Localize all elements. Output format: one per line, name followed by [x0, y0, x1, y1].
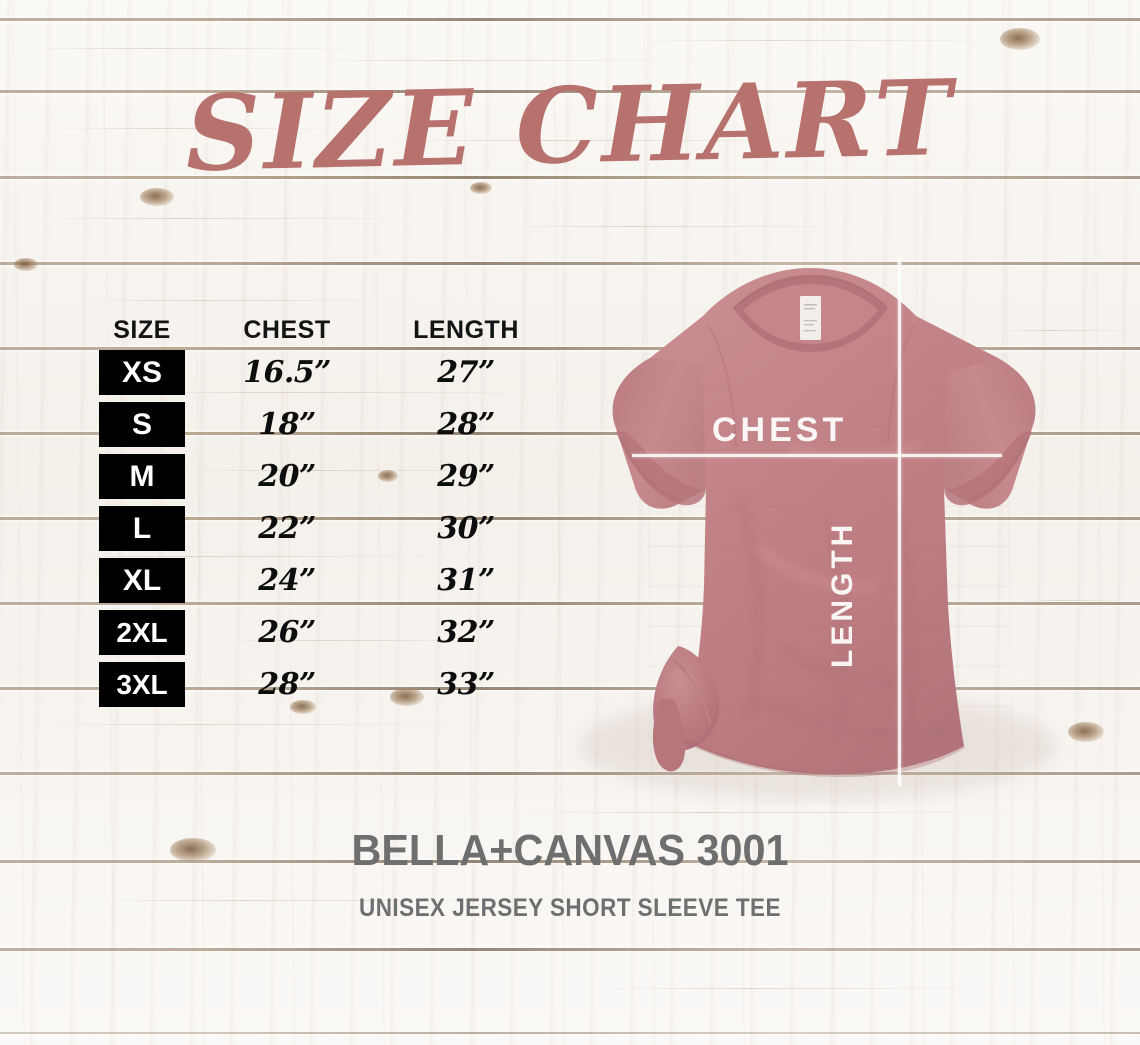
tshirt-right-cuff	[944, 431, 1032, 506]
table-row: S 18” 28”	[86, 399, 556, 449]
size-chart-table: SIZE CHEST LENGTH XS 16.5” 27” S 18” 28”…	[86, 303, 556, 711]
tshirt-left-cuff	[616, 431, 706, 506]
table-row: L 22” 30”	[86, 503, 556, 553]
tshirt-right-sleeve	[944, 358, 1036, 509]
tshirt-left-sleeve	[612, 358, 706, 509]
tshirt-knot-tail	[652, 698, 686, 772]
tshirt-mockup	[528, 246, 1088, 806]
chest-value: 28”	[258, 666, 316, 702]
length-value: 28”	[437, 406, 495, 442]
chest-value: 18”	[258, 406, 316, 442]
size-badge: XS	[99, 349, 185, 395]
chest-value: 24”	[258, 562, 316, 598]
size-badge: 3XL	[99, 661, 185, 707]
length-value: 33”	[437, 666, 495, 702]
size-badge: M	[99, 453, 185, 499]
column-header-chest: CHEST	[243, 316, 331, 344]
table-row: M 20” 29”	[86, 451, 556, 501]
tshirt-body	[612, 268, 1036, 775]
chest-measurement-line	[632, 454, 1002, 457]
care-label	[800, 296, 821, 340]
table-row: XS 16.5” 27”	[86, 347, 556, 397]
table-header-row: SIZE CHEST LENGTH	[86, 303, 556, 347]
size-badge: S	[99, 401, 185, 447]
brand-name: BELLA+CANVAS 3001	[351, 826, 789, 875]
size-badge: XL	[99, 557, 185, 603]
table-row: 3XL 28” 33”	[86, 659, 556, 709]
table-row: XL 24” 31”	[86, 555, 556, 605]
table-row: 2XL 26” 32”	[86, 607, 556, 657]
length-value: 29”	[437, 458, 495, 494]
chest-measurement-label: CHEST	[712, 411, 848, 449]
tshirt-illustration	[578, 268, 1058, 800]
chest-value: 26”	[258, 614, 316, 650]
column-header-length: LENGTH	[413, 316, 519, 344]
length-value: 32”	[437, 614, 495, 650]
chest-value: 20”	[258, 458, 316, 494]
chest-value: 16.5”	[243, 354, 331, 390]
length-value: 31”	[437, 562, 495, 598]
column-header-size: SIZE	[113, 316, 171, 344]
chest-value: 22”	[258, 510, 316, 546]
length-measurement-line	[898, 258, 901, 786]
length-measurement-label: LENGTH	[826, 520, 859, 668]
length-value: 27”	[437, 354, 495, 390]
size-badge: 2XL	[99, 609, 185, 655]
size-badge: L	[99, 505, 185, 551]
length-value: 30”	[437, 510, 495, 546]
product-subtitle: UNISEX JERSEY SHORT SLEEVE TEE	[359, 894, 781, 922]
